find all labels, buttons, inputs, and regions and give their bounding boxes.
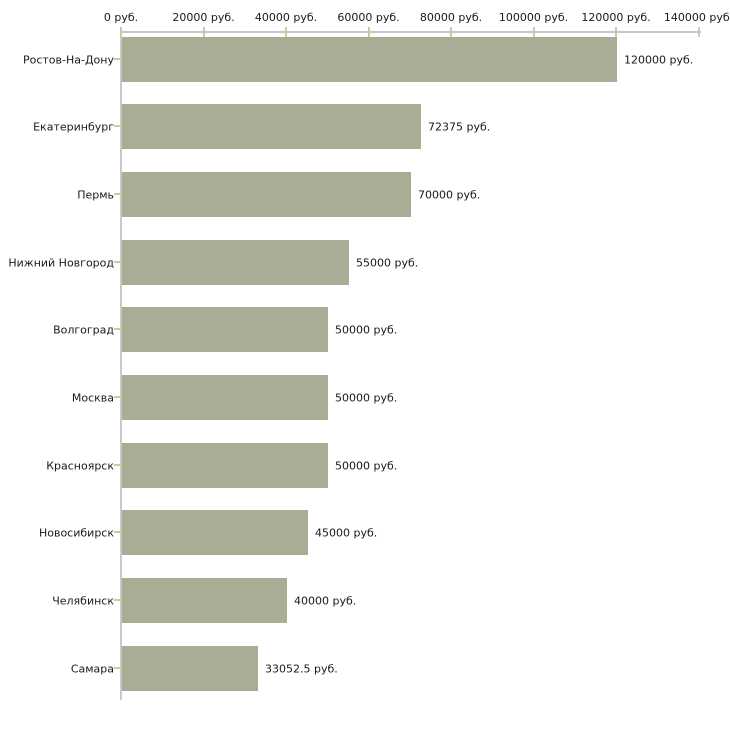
bar xyxy=(122,172,411,217)
y-axis-tick-mark xyxy=(114,464,121,466)
x-axis-tick-label: 20000 руб. xyxy=(172,11,235,24)
value-label: 40000 руб. xyxy=(294,594,357,607)
value-label: 50000 руб. xyxy=(335,323,398,336)
bar xyxy=(122,578,287,623)
y-axis-tick-mark xyxy=(114,667,121,669)
x-axis-tick-label: 120000 руб. xyxy=(581,11,651,24)
x-axis-tick-label: 140000 руб. xyxy=(663,11,730,24)
x-axis-tick-mark xyxy=(615,27,617,37)
category-label: Нижний Новгород xyxy=(8,256,114,269)
category-label: Ростов-На-Дону xyxy=(22,53,114,66)
category-label: Пермь xyxy=(77,188,114,201)
y-axis-line xyxy=(120,31,122,700)
y-axis-tick-mark xyxy=(114,396,121,398)
x-axis-tick-label: 0 руб. xyxy=(103,11,139,24)
bar xyxy=(122,510,308,555)
x-axis-line xyxy=(121,31,701,33)
bar-row: Челябинск 40000 руб. xyxy=(0,578,730,623)
category-label: Москва xyxy=(71,391,114,404)
value-label: 70000 руб. xyxy=(418,188,481,201)
value-label: 55000 руб. xyxy=(356,256,419,269)
bar xyxy=(122,375,328,420)
value-label: 120000 руб. xyxy=(624,53,694,66)
x-axis-tick-mark xyxy=(120,27,122,37)
y-axis-tick-mark xyxy=(114,531,121,533)
y-axis-tick-mark xyxy=(114,193,121,195)
x-axis-tick-mark xyxy=(698,27,700,37)
value-label: 72375 руб. xyxy=(428,120,491,133)
x-axis-tick-label: 100000 руб. xyxy=(498,11,569,24)
category-label: Самара xyxy=(70,662,114,675)
y-axis-tick-mark xyxy=(114,58,121,60)
bar xyxy=(122,37,617,82)
y-axis-tick-mark xyxy=(114,261,121,263)
x-axis-tick-mark xyxy=(285,27,287,37)
bar-row: Красноярск 50000 руб. xyxy=(0,443,730,488)
bar xyxy=(122,307,328,352)
value-label: 50000 руб. xyxy=(335,391,398,404)
bar-row: Ростов-На-Дону 120000 руб. xyxy=(0,37,730,82)
x-axis-tick-mark xyxy=(533,27,535,37)
y-axis-tick-mark xyxy=(114,328,121,330)
bar-row: Новосибирск 45000 руб. xyxy=(0,510,730,555)
category-label: Красноярск xyxy=(46,459,114,472)
bar xyxy=(122,240,349,285)
value-label: 33052.5 руб. xyxy=(265,662,338,675)
bar xyxy=(122,104,421,149)
category-label: Новосибирск xyxy=(38,526,114,539)
category-label: Екатеринбург xyxy=(33,120,114,133)
x-axis-tick-mark xyxy=(203,27,205,37)
y-axis-tick-mark xyxy=(114,125,121,127)
bar xyxy=(122,443,328,488)
bar-row: Волгоград 50000 руб. xyxy=(0,307,730,352)
bar-row: Екатеринбург 72375 руб. xyxy=(0,104,730,149)
x-axis-tick-label: 60000 руб. xyxy=(337,11,400,24)
bar-row: Москва 50000 руб. xyxy=(0,375,730,420)
bar-row: Пермь 70000 руб. xyxy=(0,172,730,217)
value-label: 45000 руб. xyxy=(315,526,378,539)
y-axis-tick-mark xyxy=(114,599,121,601)
bar-row: Нижний Новгород 55000 руб. xyxy=(0,240,730,285)
category-label: Волгоград xyxy=(53,323,114,336)
bar xyxy=(122,646,258,691)
value-label: 50000 руб. xyxy=(335,459,398,472)
x-axis-tick-mark xyxy=(368,27,370,37)
bar-row: Самара 33052.5 руб. xyxy=(0,646,730,691)
x-axis-tick-mark xyxy=(450,27,452,37)
x-axis-tick-label: 80000 руб. xyxy=(419,11,483,24)
x-axis-tick-label: 40000 руб. xyxy=(254,11,318,24)
category-label: Челябинск xyxy=(52,594,114,607)
